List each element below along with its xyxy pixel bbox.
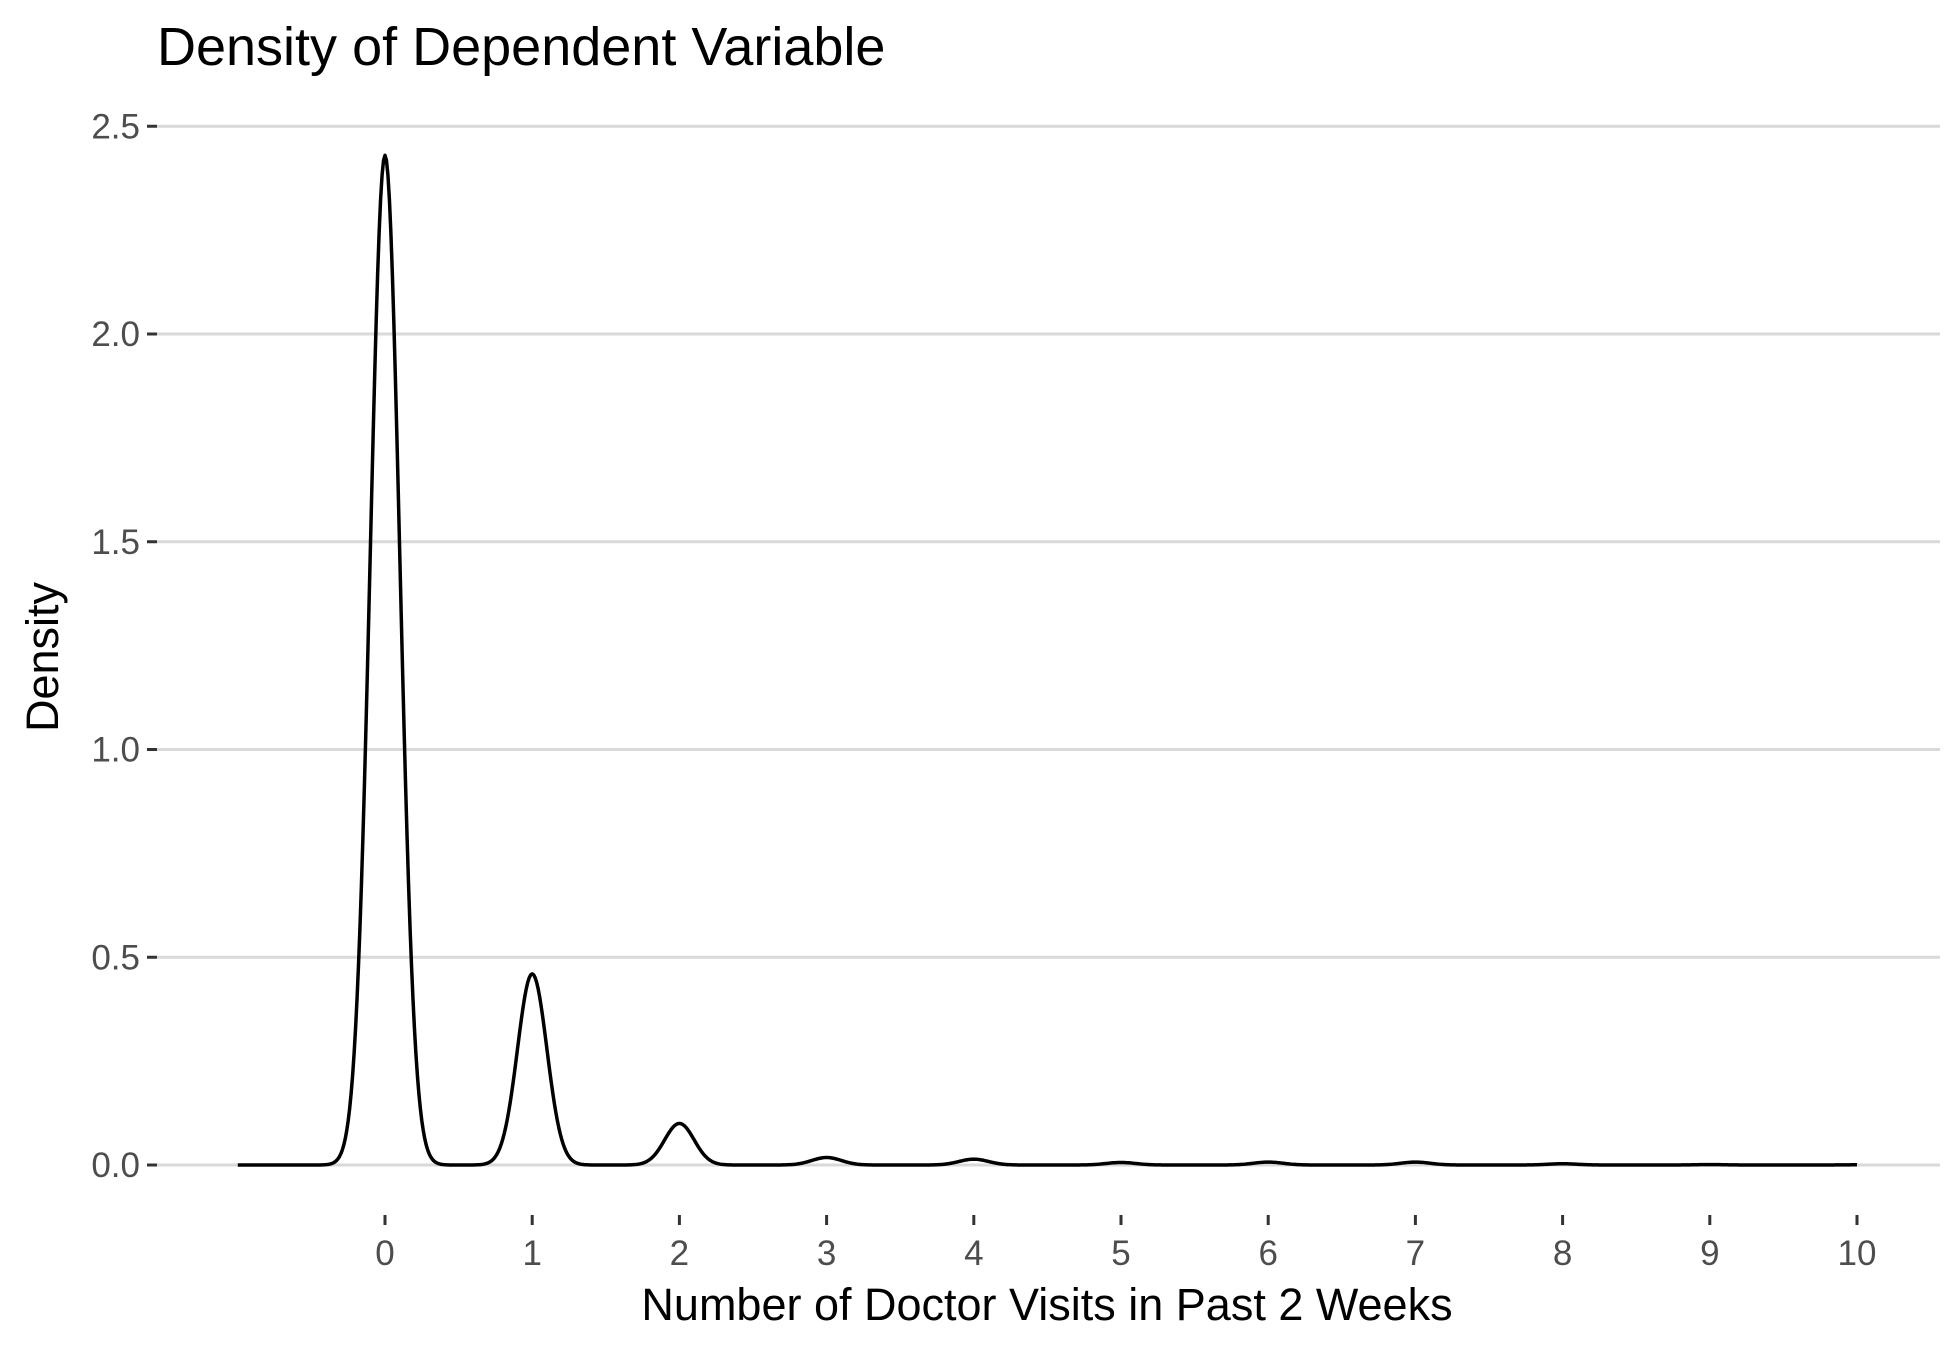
- x-tick-label: 5: [1111, 1234, 1130, 1273]
- x-tick-label: 2: [670, 1234, 689, 1273]
- x-tick-label: 7: [1406, 1234, 1425, 1273]
- gridlines: [157, 124, 1940, 1167]
- x-tick-label: 1: [522, 1234, 541, 1273]
- y-tick-label: 1.0: [91, 731, 140, 770]
- y-tick-label: 1.5: [91, 523, 140, 562]
- density-curve: [237, 153, 1858, 1167]
- y-tick-label: 2.5: [91, 107, 140, 146]
- y-axis-title: Density: [17, 581, 68, 732]
- y-tick-label: 2.0: [91, 315, 140, 354]
- x-tick-label: 9: [1700, 1234, 1719, 1273]
- y-tick-label: 0.5: [91, 938, 140, 977]
- x-tick-label: 10: [1838, 1234, 1877, 1273]
- x-tick-label: 0: [375, 1234, 394, 1273]
- x-tick-label: 8: [1553, 1234, 1572, 1273]
- y-tick-label: 0.0: [91, 1146, 140, 1185]
- x-tick-label: 6: [1258, 1234, 1277, 1273]
- y-axis: 0.0 0.5 1.0 1.5 2.0 2.5: [91, 107, 157, 1185]
- x-axis-title: Number of Doctor Visits in Past 2 Weeks: [641, 1279, 1452, 1330]
- chart-title: Density of Dependent Variable: [157, 17, 885, 77]
- x-tick-label: 3: [817, 1234, 836, 1273]
- x-axis: 0 1 2 3 4 5 6 7 8 9 10: [375, 1215, 1876, 1273]
- x-tick-label: 4: [964, 1234, 983, 1273]
